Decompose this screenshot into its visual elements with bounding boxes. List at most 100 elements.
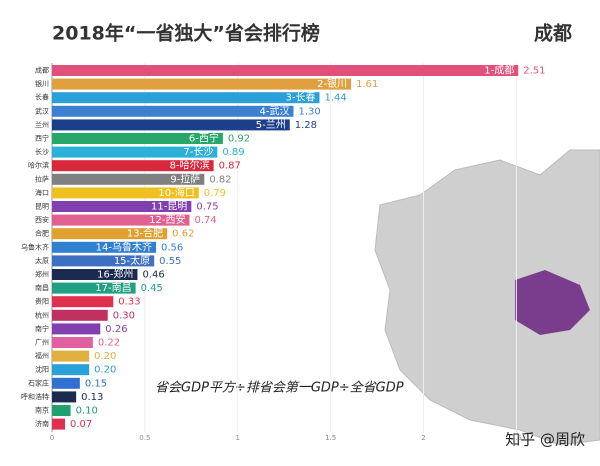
category-label: 兰州 [35, 120, 49, 129]
bar [52, 377, 80, 389]
chart-title: 2018年“一省独大”省会排行榜 [52, 22, 320, 45]
category-label: 南京 [35, 406, 49, 415]
bar-label: 5-兰州 [256, 118, 286, 131]
bar-label: 9-拉萨 [170, 172, 200, 185]
value-label: 0.46 [142, 270, 164, 281]
value-label: 0.07 [70, 419, 92, 430]
category-label: 南宁 [35, 324, 49, 333]
x-tick-label: 2 [421, 434, 425, 442]
map-province [515, 270, 590, 335]
category-label: 西安 [35, 215, 49, 224]
bar-label: 6-西宁 [189, 132, 219, 145]
bar-label: 7-长沙 [183, 146, 213, 158]
value-label: 0.75 [196, 202, 218, 213]
value-label: 1.30 [298, 106, 320, 117]
value-label: 0.26 [105, 324, 127, 335]
bar [52, 119, 290, 131]
category-label: 西宁 [35, 134, 49, 143]
category-label: 福州 [35, 351, 49, 360]
bar-label: 12-西安 [149, 213, 185, 226]
value-label: 0.33 [118, 297, 140, 308]
bar-label: 15-太原 [114, 254, 150, 267]
category-label: 武汉 [35, 106, 49, 115]
bar [52, 282, 136, 294]
bar-label: 14-乌鲁木齐 [96, 240, 152, 253]
bar-label: 3-长春 [286, 92, 316, 104]
value-label: 0.20 [94, 351, 116, 362]
bar [52, 337, 93, 348]
category-label: 郑州 [35, 271, 49, 279]
value-label: 0.30 [113, 310, 135, 321]
value-label: 0.22 [98, 338, 120, 349]
bar [52, 92, 320, 104]
formula: 省会GDP平方÷排省会第一GDP÷全省GDP [155, 380, 404, 396]
value-label: 0.79 [204, 188, 226, 199]
bar [52, 201, 192, 212]
bar [52, 350, 90, 362]
bar [52, 160, 214, 172]
value-label: 1.44 [324, 93, 346, 104]
category-label: 海口 [35, 188, 49, 197]
bar-label: 4-武汉 [260, 104, 290, 117]
category-label: 沈阳 [35, 365, 49, 374]
category-label: 济南 [35, 419, 49, 428]
bar [52, 133, 223, 144]
value-label: 0.20 [94, 365, 116, 376]
value-label: 1.61 [356, 79, 378, 90]
category-label: 长春 [35, 93, 49, 102]
bar-label: 10-海口 [158, 186, 194, 199]
category-label: 呼和浩特 [21, 392, 49, 401]
map [374, 149, 600, 446]
value-label: 0.10 [76, 406, 98, 417]
bar [52, 228, 168, 240]
bar [52, 296, 114, 308]
bar [52, 146, 218, 158]
bar-label: 2-银川 [317, 77, 347, 90]
value-label: 0.55 [159, 256, 181, 267]
category-label: 广州 [35, 338, 49, 347]
bar-label: 13-合肥 [127, 227, 163, 240]
bar [52, 364, 90, 376]
bar [52, 187, 199, 199]
category-label: 银川 [35, 79, 49, 88]
category-label: 成都 [35, 66, 49, 75]
value-label: 0.87 [219, 161, 241, 172]
map-land [374, 149, 600, 446]
value-label: 0.92 [228, 134, 250, 145]
category-label: 长沙 [35, 147, 49, 156]
x-tick-label: 1.5 [325, 434, 336, 442]
x-tick-label: 0 [50, 434, 54, 442]
category-label: 昆明 [35, 203, 49, 211]
bar-label: 17-南昌 [95, 281, 131, 294]
category-label: 南昌 [35, 283, 49, 292]
value-label: 0.13 [81, 392, 103, 403]
bar-label: 1-成都 [484, 65, 514, 77]
bar [52, 65, 519, 76]
bar [52, 405, 71, 416]
credit: 知乎 @周欣 [505, 431, 585, 449]
bar [52, 418, 66, 430]
x-tick-label: 2.5 [511, 434, 522, 442]
category-label: 乌鲁木齐 [21, 242, 49, 251]
value-label: 0.89 [222, 147, 244, 158]
bar [52, 78, 352, 90]
bar [52, 391, 77, 403]
x-tick-label: 1 [236, 434, 240, 442]
category-label: 太原 [35, 256, 49, 265]
bar [52, 105, 294, 117]
bar [52, 269, 138, 280]
value-label: 2.51 [523, 66, 545, 77]
bar [52, 241, 157, 253]
bar [52, 214, 190, 226]
bar-label: 11-昆明 [151, 201, 187, 213]
value-label: 1.28 [295, 120, 317, 131]
value-label: 0.15 [85, 378, 107, 389]
value-label: 0.56 [161, 242, 183, 253]
bar-label: 8-哈尔滨 [170, 159, 210, 172]
category-label: 杭州 [35, 310, 49, 319]
value-label: 0.62 [172, 229, 194, 240]
value-label: 0.74 [194, 215, 216, 226]
value-label: 0.82 [209, 174, 231, 185]
category-label: 哈尔滨 [28, 161, 49, 170]
